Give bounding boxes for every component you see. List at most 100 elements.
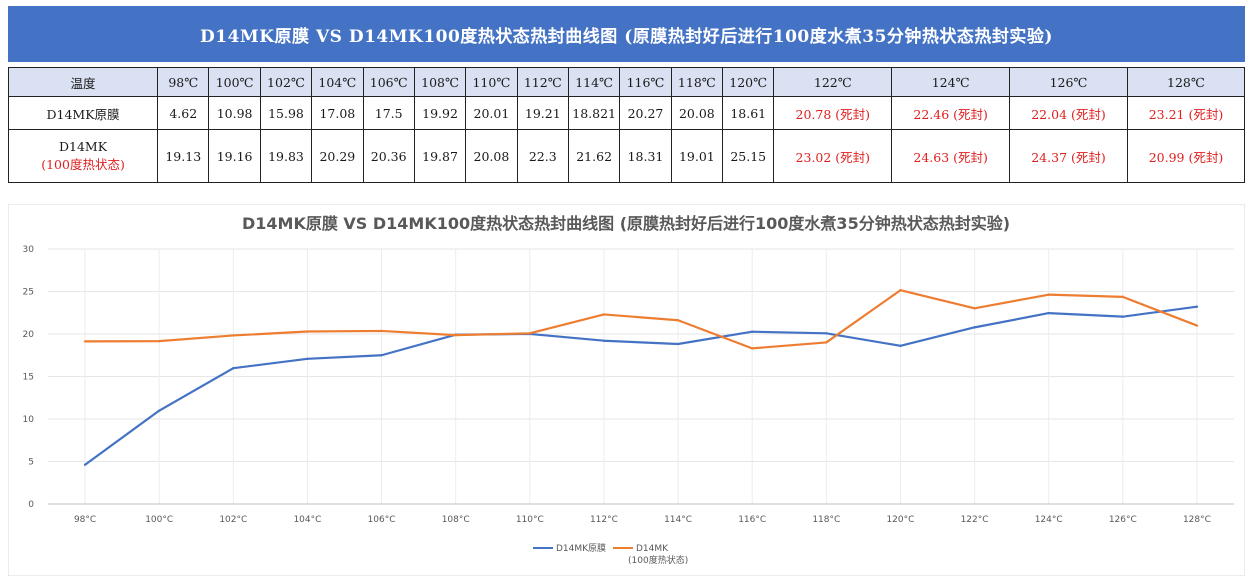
table-cell: 23.02 (死封) xyxy=(773,129,893,183)
banner-title: D14MK原膜 VS D14MK100度热状态热封曲线图 (原膜热封好后进行10… xyxy=(8,6,1245,62)
x-tick-label: 104°C xyxy=(293,515,321,525)
header-temp-cell: 102℃ xyxy=(259,67,313,97)
table-cell: 15.98 xyxy=(259,96,313,130)
data-point-s1-15 xyxy=(1195,324,1199,327)
table-cell: 18.61 xyxy=(722,96,775,130)
data-table: 温度 98℃ 100℃ 102℃ 104℃ 106℃ 108℃ 110℃ 112℃ 114℃ 11… xyxy=(7,67,1246,183)
data-point-s1-7 xyxy=(602,313,606,316)
row-label-film: D14MK原膜 xyxy=(7,96,159,130)
table-cell: 20.01 xyxy=(465,96,518,130)
x-tick-label: 100°C xyxy=(145,515,173,525)
header-temp-cell: 106℃ xyxy=(362,67,415,97)
table-cell: 18.31 xyxy=(619,129,672,183)
table-cell: 24.63 (死封) xyxy=(891,129,1011,183)
table-cell: 20.27 xyxy=(619,96,672,130)
chart-frame xyxy=(8,204,1245,576)
table-cell: 19.16 xyxy=(208,129,261,183)
y-tick-label: 20 xyxy=(23,330,35,340)
data-point-s0-8 xyxy=(676,342,680,346)
header-temp-cell: 128℃ xyxy=(1126,67,1246,97)
table-cell: 10.98 xyxy=(208,96,261,130)
header-temp-cell: 116℃ xyxy=(619,67,672,97)
data-point-s1-9 xyxy=(750,347,754,350)
data-point-s1-1 xyxy=(157,339,161,343)
series-line-0 xyxy=(84,305,1198,466)
x-tick-label: 98°C xyxy=(74,515,96,525)
header-temp-cell: 104℃ xyxy=(311,67,364,97)
data-point-s1-13 xyxy=(1047,293,1050,296)
data-point-s1-2 xyxy=(232,334,235,337)
table-cell: 19.92 xyxy=(413,96,467,130)
x-tick-label: 118°C xyxy=(812,515,840,525)
row-label-hot: D14MK (100度热状态) xyxy=(7,129,159,183)
data-point-s0-4 xyxy=(380,354,383,357)
x-tick-label: 108°C xyxy=(442,515,470,525)
x-tick-label: 120°C xyxy=(886,515,914,525)
data-point-s0-7 xyxy=(602,339,606,342)
data-point-s0-13 xyxy=(1047,311,1050,315)
data-point-s1-0 xyxy=(83,340,87,343)
data-point-s0-9 xyxy=(750,330,754,333)
header-temp-cell: 100℃ xyxy=(208,67,261,97)
header-temp-cell: 122℃ xyxy=(773,67,893,97)
x-tick-label: 116°C xyxy=(738,515,766,525)
table-cell: 22.46 (死封) xyxy=(891,96,1011,130)
table-header-row: 温度 98℃ 100℃ 102℃ 104℃ 106℃ 108℃ 110℃ 112℃ 114℃ 11… xyxy=(7,67,1246,97)
y-tick-label: 15 xyxy=(23,373,34,383)
table-cell: 19.01 xyxy=(670,129,724,183)
data-point-s0-1 xyxy=(157,409,161,412)
x-tick-label: 124°C xyxy=(1035,515,1063,525)
table-cell: 18.821 xyxy=(567,96,621,130)
y-tick-label: 25 xyxy=(23,288,34,298)
table-cell: 20.78 (死封) xyxy=(773,96,893,130)
header-temp-cell: 98℃ xyxy=(157,67,210,97)
header-temp-cell: 120℃ xyxy=(722,67,775,97)
data-point-s1-8 xyxy=(676,319,680,322)
table-cell: 23.21 (死封) xyxy=(1126,96,1246,130)
header-temp-cell: 126℃ xyxy=(1009,67,1128,97)
table-cell: 19.13 xyxy=(157,129,210,183)
data-point-s0-10 xyxy=(825,332,828,335)
table-cell: 17.5 xyxy=(362,96,415,130)
data-point-s1-4 xyxy=(380,329,383,333)
header-temp-cell: 110℃ xyxy=(465,67,518,97)
data-point-s1-12 xyxy=(973,307,976,310)
header-temp-cell: 124℃ xyxy=(891,67,1011,97)
y-tick-label: 5 xyxy=(28,458,34,468)
table-cell: 25.15 xyxy=(722,129,775,183)
y-tick-label: 30 xyxy=(23,245,35,255)
data-point-s0-0 xyxy=(83,463,87,466)
table-cell: 20.99 (死封) xyxy=(1126,129,1246,183)
data-point-s0-2 xyxy=(232,366,235,370)
table-cell: 4.62 xyxy=(157,96,210,130)
header-temp-cell: 108℃ xyxy=(413,67,467,97)
data-point-s0-14 xyxy=(1121,315,1125,318)
row-label-hot-name: D14MK xyxy=(59,139,108,154)
header-temp-cell: 114℃ xyxy=(567,67,621,97)
table-cell: 19.87 xyxy=(413,129,467,183)
x-tick-label: 114°C xyxy=(664,515,692,525)
x-tick-label: 106°C xyxy=(368,515,396,525)
table-cell: 19.21 xyxy=(516,96,569,130)
x-tick-label: 102°C xyxy=(219,515,247,525)
table-cell: 19.83 xyxy=(259,129,313,183)
table-cell: 24.37 (死封) xyxy=(1009,129,1128,183)
y-tick-label: 10 xyxy=(23,415,35,425)
table-cell: 22.3 xyxy=(516,129,569,183)
table-cell: 20.36 xyxy=(362,129,415,183)
table-cell: 17.08 xyxy=(311,96,364,130)
data-point-s1-5 xyxy=(454,333,457,337)
header-label-cell: 温度 xyxy=(7,67,159,97)
series-line-1 xyxy=(85,289,1198,350)
line-chart: D14MK原膜 VS D14MK100度热状态热封曲线图 (原膜热封好后进行10… xyxy=(8,204,1245,576)
header-temp-cell: 118℃ xyxy=(670,67,724,97)
x-tick-label: 122°C xyxy=(961,515,989,525)
table-cell: 21.62 xyxy=(567,129,621,183)
table-row-hot: D14MK (100度热状态) 19.13 19.16 19.83 20.29 20.3… xyxy=(7,129,1246,183)
data-point-s0-3 xyxy=(306,357,309,361)
table-cell: 20.29 xyxy=(311,129,364,183)
data-point-s1-11 xyxy=(899,289,902,292)
data-point-s0-15 xyxy=(1195,305,1199,308)
x-tick-label: 126°C xyxy=(1109,515,1137,525)
x-tick-label: 112°C xyxy=(590,515,618,525)
